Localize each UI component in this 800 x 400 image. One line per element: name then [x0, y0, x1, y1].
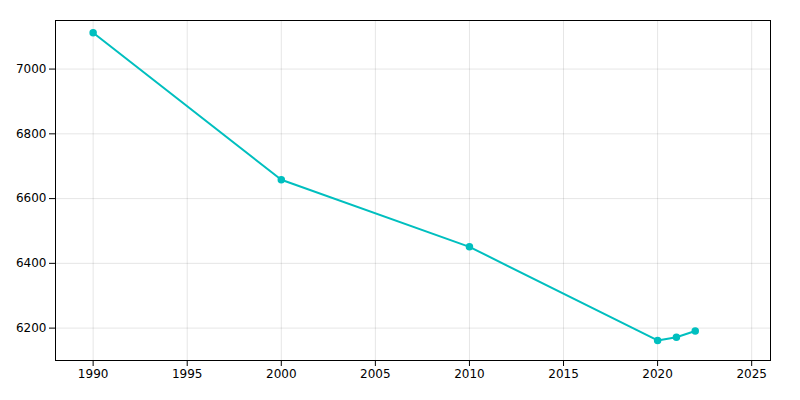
- svg-text:6400: 6400: [16, 256, 47, 270]
- svg-text:1995: 1995: [172, 367, 203, 381]
- svg-text:2005: 2005: [360, 367, 391, 381]
- svg-text:2025: 2025: [736, 367, 767, 381]
- svg-text:2010: 2010: [454, 367, 485, 381]
- svg-text:2000: 2000: [266, 367, 297, 381]
- svg-text:6800: 6800: [16, 127, 47, 141]
- svg-text:2020: 2020: [642, 367, 673, 381]
- svg-text:6200: 6200: [16, 321, 47, 335]
- svg-text:7000: 7000: [16, 62, 47, 76]
- svg-text:2015: 2015: [548, 367, 579, 381]
- svg-text:6600: 6600: [16, 191, 47, 205]
- svg-text:1990: 1990: [78, 367, 109, 381]
